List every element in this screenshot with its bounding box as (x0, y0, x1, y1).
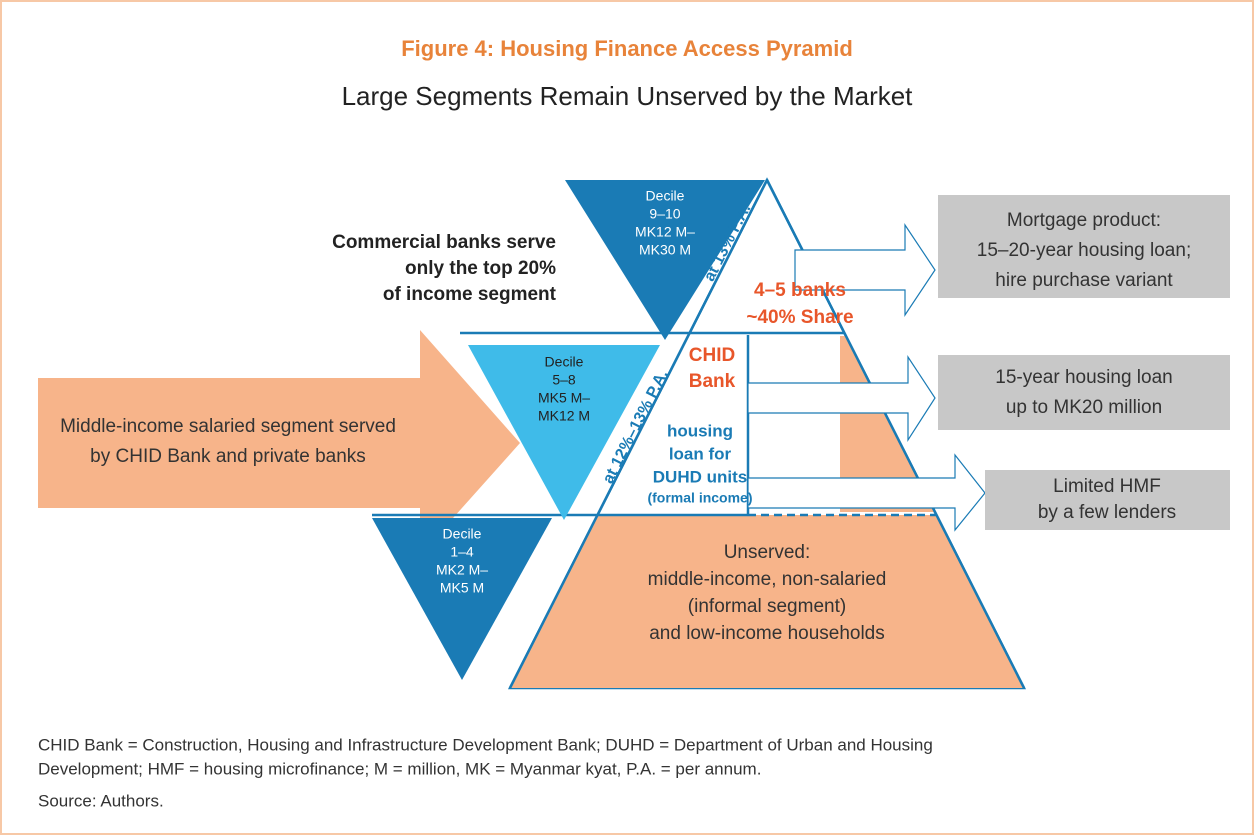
edge (508, 179, 769, 689)
decile-text: MK2 M– (436, 562, 488, 578)
product-text: Mortgage product: (1007, 210, 1161, 231)
product-text: up to MK20 million (1006, 397, 1162, 418)
left-arrow-text: by CHID Bank and private banks (90, 446, 366, 467)
decile-text: Decile (443, 526, 482, 542)
footnote: Development; HMF = housing microfinance;… (38, 759, 761, 778)
product-text: hire purchase variant (995, 270, 1173, 291)
note: only the top 20% (405, 258, 556, 279)
product-text: by a few lenders (1038, 502, 1176, 523)
title: Figure 4: Housing Finance Access Pyramid (401, 36, 853, 61)
decile-triangle (468, 345, 660, 520)
left-arrow-text: Middle-income salaried segment served (60, 416, 396, 437)
unserved-text: and low-income households (649, 623, 885, 644)
left-arrow (38, 330, 520, 555)
decile-text: MK12 M– (635, 224, 695, 240)
decile-text: MK12 M (538, 408, 590, 424)
arrow (794, 223, 936, 317)
unserved-band (510, 515, 1024, 688)
duhd-label: (formal income) (647, 490, 752, 506)
unserved-text: middle-income, non-salaried (648, 569, 887, 590)
unserved-text: (informal segment) (688, 596, 846, 617)
decile-triangle (372, 518, 552, 680)
decile-text: Decile (646, 188, 685, 204)
chid-label: Bank (689, 371, 736, 392)
product-text: 15–20-year housing loan; (977, 240, 1191, 261)
decile-text: MK5 M– (538, 390, 590, 406)
unserved-text: Unserved: (724, 542, 811, 563)
segment-label: 4–5 banks (754, 280, 846, 301)
segment-label: ~40% Share (746, 307, 853, 328)
decile-text: Decile (545, 354, 584, 370)
product-box (938, 355, 1230, 430)
footnote: CHID Bank = Construction, Housing and In… (38, 735, 933, 754)
note: of income segment (383, 284, 557, 305)
product-box (985, 470, 1230, 530)
duhd-label: loan for (669, 444, 732, 463)
orange-strip (840, 336, 934, 512)
duhd-label: DUHD units (653, 467, 747, 486)
product-text: Limited HMF (1053, 476, 1161, 497)
decile-text: 9–10 (649, 206, 680, 222)
product-text: 15-year housing loan (995, 367, 1172, 388)
chid-label: CHID (689, 345, 735, 366)
decile-text: 5–8 (552, 372, 576, 388)
decile-triangle (565, 180, 765, 340)
note: Commercial banks serve (332, 232, 556, 253)
product-box (938, 195, 1230, 298)
source: Source: Authors. (38, 791, 164, 810)
decile-text: MK5 M (440, 580, 484, 596)
subtitle: Large Segments Remain Unserved by the Ma… (342, 81, 914, 111)
decile-text: 1–4 (450, 544, 474, 560)
arrow (747, 453, 986, 532)
duhd-label: housing (667, 421, 733, 440)
decile-text: MK30 M (639, 242, 691, 258)
arrow (747, 354, 936, 443)
